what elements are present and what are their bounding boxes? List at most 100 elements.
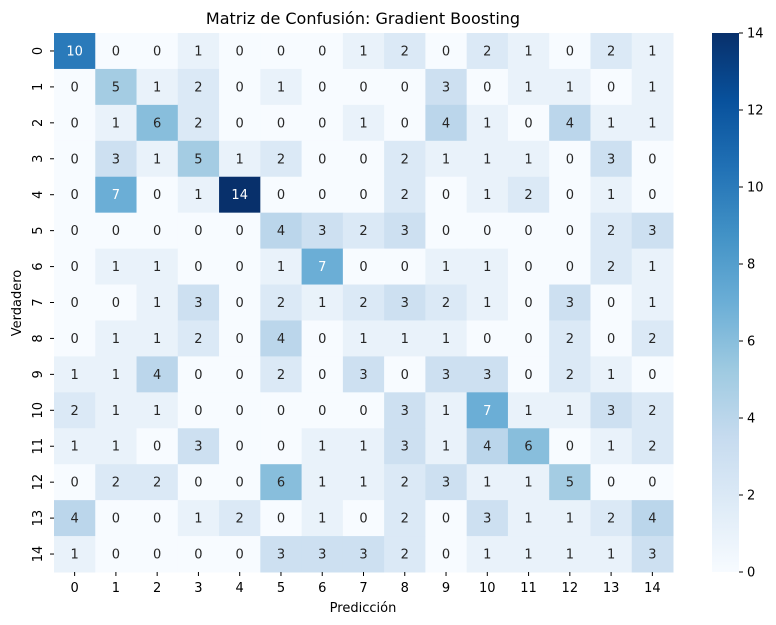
heatmap-cell [549, 392, 591, 429]
cell-value-label: 1 [359, 476, 367, 491]
heatmap-cell [219, 356, 261, 393]
heatmap-cell [631, 248, 674, 286]
cell-value-label: 0 [359, 152, 367, 167]
cell-value-label: 4 [70, 512, 78, 527]
heatmap-cell [219, 104, 261, 142]
cell-value-label: 0 [236, 332, 244, 347]
x-tick-label: 4 [236, 581, 244, 596]
cell-value-label: 0 [112, 44, 120, 59]
heatmap-cell [95, 392, 138, 429]
cell-value-label: 1 [483, 296, 491, 311]
cell-value-label: 0 [401, 260, 409, 275]
heatmap-cell [342, 500, 385, 537]
cell-value-label: 1 [442, 440, 450, 455]
x-tick-label: 6 [318, 581, 326, 596]
heatmap-cell [590, 464, 633, 501]
cell-value-label: 2 [401, 476, 409, 491]
heatmap-cell [260, 176, 303, 214]
heatmap-cell [507, 248, 550, 286]
heatmap-cell [507, 176, 550, 214]
heatmap-cell [342, 284, 385, 321]
cell-value-label: 1 [359, 116, 367, 131]
heatmap-cell [136, 536, 179, 573]
heatmap-cell [590, 33, 633, 70]
cell-value-label: 5 [194, 152, 202, 167]
heatmap-cell [549, 464, 591, 501]
heatmap-cell [177, 68, 220, 106]
cell-value-label: 2 [607, 512, 615, 527]
heatmap-cell [466, 536, 509, 573]
heatmap-cell [549, 104, 591, 142]
cell-value-label: 1 [277, 260, 285, 275]
heatmap-cell [425, 176, 468, 214]
heatmap-cell [219, 536, 261, 573]
cell-value-label: 1 [70, 440, 78, 455]
cell-value-label: 7 [483, 404, 491, 419]
heatmap-cell [631, 104, 674, 142]
cell-value-label: 2 [648, 404, 656, 419]
heatmap-cell [342, 68, 385, 106]
cell-value-label: 1 [566, 512, 574, 527]
heatmap-cell [466, 212, 509, 250]
cell-value-label: 1 [607, 188, 615, 203]
x-axis-label: Predicción [330, 601, 397, 616]
colorbar-tick-label: 12 [747, 104, 764, 119]
cell-value-label: 0 [566, 440, 574, 455]
y-tick-label: 4 [31, 191, 46, 199]
cell-value-label: 1 [401, 332, 409, 347]
cell-value-label: 2 [236, 512, 244, 527]
cell-value-label: 0 [401, 80, 409, 95]
cell-value-label: 1 [483, 116, 491, 131]
cell-value-label: 4 [483, 440, 491, 455]
cell-value-label: 1 [194, 188, 202, 203]
x-tick-label: 14 [644, 581, 661, 596]
cell-value-label: 0 [566, 260, 574, 275]
heatmap-cell [260, 500, 303, 537]
cell-value-label: 0 [566, 188, 574, 203]
heatmap-cell [219, 68, 261, 106]
heatmap-cell [466, 176, 509, 214]
cell-value-label: 1 [359, 332, 367, 347]
heatmap-cell [425, 536, 468, 573]
heatmap-cell [95, 464, 138, 501]
heatmap-cell [219, 176, 261, 214]
heatmap-cell [136, 392, 179, 429]
cell-value-label: 3 [648, 224, 656, 239]
heatmap-cell [301, 68, 344, 106]
heatmap-cell [384, 68, 426, 106]
heatmap-cell [136, 33, 179, 70]
cell-value-label: 1 [236, 152, 244, 167]
heatmap-cell [549, 500, 591, 537]
cell-value-label: 2 [401, 188, 409, 203]
y-tick-label: 6 [31, 262, 46, 270]
heatmap-cell [177, 176, 220, 214]
cell-value-label: 0 [153, 44, 161, 59]
heatmap-cell [342, 392, 385, 429]
cell-value-label: 0 [607, 476, 615, 491]
cell-value-label: 1 [483, 548, 491, 563]
cell-value-label: 4 [277, 332, 285, 347]
cell-value-label: 1 [524, 44, 532, 59]
cell-value-label: 0 [277, 116, 285, 131]
y-tick-label: 9 [31, 370, 46, 378]
heatmap-cell [95, 428, 138, 465]
colorbar-tick-label: 8 [747, 258, 755, 273]
heatmap-cell [549, 33, 591, 70]
heatmap-cell [260, 248, 303, 286]
cell-value-label: 1 [153, 152, 161, 167]
heatmap-cell [631, 140, 674, 178]
heatmap-cell [507, 212, 550, 250]
cell-value-label: 1 [483, 188, 491, 203]
cell-value-label: 1 [566, 548, 574, 563]
heatmap-cell [177, 33, 220, 70]
heatmap-cell [342, 176, 385, 214]
cell-value-label: 0 [648, 368, 656, 383]
cell-value-label: 0 [236, 296, 244, 311]
y-tick-label: 12 [31, 474, 46, 491]
heatmap-cell [425, 392, 468, 429]
heatmap-cell [507, 104, 550, 142]
heatmap-cell [342, 464, 385, 501]
x-tick-label: 2 [153, 581, 161, 596]
x-tick-label: 9 [442, 581, 450, 596]
cell-value-label: 3 [277, 548, 285, 563]
